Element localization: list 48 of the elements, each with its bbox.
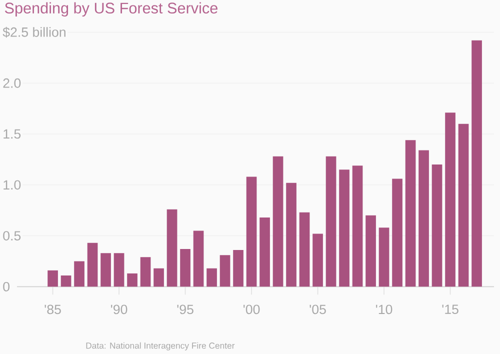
bar	[432, 164, 442, 287]
bar	[246, 176, 257, 287]
bar	[472, 40, 482, 287]
bar	[392, 178, 402, 287]
y-tick-label: $2.5 billion	[2, 26, 66, 38]
bar	[154, 268, 164, 287]
bar	[260, 217, 270, 287]
bar	[378, 228, 390, 287]
bar	[100, 253, 111, 287]
y-tick-label: 2.0	[3, 78, 21, 88]
x-tick-label: '90	[111, 304, 128, 314]
chart-title: Spending by US Forest Service	[4, 2, 218, 17]
bar	[220, 255, 230, 287]
bar	[366, 215, 376, 287]
x-tick-label: '85	[44, 304, 61, 314]
bar	[114, 253, 124, 287]
bar	[272, 156, 284, 287]
bar	[286, 182, 296, 287]
bar	[299, 212, 310, 287]
bar	[48, 270, 58, 287]
bar	[339, 170, 350, 287]
x-tick-label: '00	[244, 304, 260, 314]
bar	[405, 140, 416, 287]
y-tick-label: 0.5	[3, 231, 21, 241]
bar	[326, 156, 336, 287]
y-tick-label: 1.0	[4, 180, 21, 190]
bar	[140, 257, 151, 287]
bar	[60, 275, 72, 287]
bar	[74, 261, 84, 287]
x-tick-label: '05	[310, 304, 326, 314]
bar	[312, 234, 323, 287]
bar	[206, 268, 217, 287]
text: Data: National Interagency Fire Center	[86, 342, 235, 350]
bar	[180, 249, 190, 287]
bar	[166, 209, 178, 287]
bar	[458, 124, 469, 287]
y-tick-label: 1.5	[4, 129, 21, 139]
bar	[418, 150, 429, 287]
bar	[127, 273, 138, 287]
x-tick-label: '95	[177, 304, 194, 314]
y-tick-label: 0	[3, 282, 10, 292]
bar	[445, 112, 456, 287]
bar	[87, 242, 98, 287]
bar	[233, 250, 244, 287]
x-tick-label: '15	[442, 304, 458, 314]
bar	[352, 166, 363, 287]
x-tick-label: '10	[376, 304, 392, 314]
bar	[193, 230, 204, 287]
